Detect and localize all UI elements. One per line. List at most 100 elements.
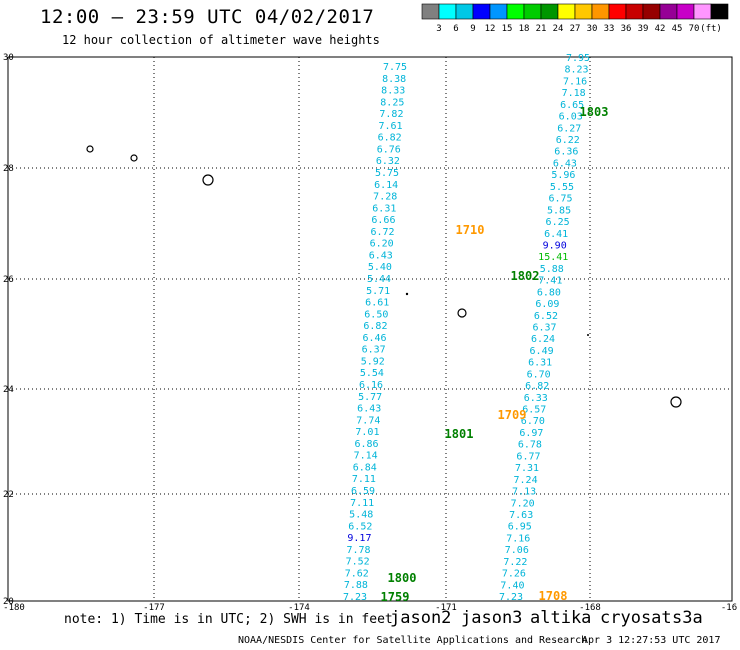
island-dot <box>587 334 589 336</box>
track-a-value: 7.88 <box>344 580 368 591</box>
colorbar-swatch <box>438 3 457 20</box>
track-a-value: 6.20 <box>370 239 394 250</box>
track-a-value: 7.52 <box>346 557 370 568</box>
track-a-value: 6.50 <box>364 309 388 320</box>
track-a-value: 6.59 <box>351 486 375 497</box>
track-b-value: 7.16 <box>563 76 587 87</box>
track-b-value: 5.88 <box>540 264 564 275</box>
track-b-value: 7.41 <box>538 276 562 287</box>
track-a-value: 7.62 <box>345 568 369 579</box>
colorbar-tick-label: 30 <box>587 24 598 34</box>
track-a-value: 6.14 <box>374 180 398 191</box>
pass-time-label: 1800 <box>388 571 417 585</box>
track-a-value: 5.75 <box>375 168 399 179</box>
colorbar-swatch <box>625 3 644 20</box>
page-title: 12:00 — 23:59 UTC 04/02/2017 <box>40 6 375 28</box>
track-a-value: 7.74 <box>356 415 380 426</box>
track-b-value: 7.23 <box>499 592 523 603</box>
latitude-label: 20 <box>3 597 14 607</box>
legend-cryosat: cryosat <box>600 608 672 628</box>
colorbar-tick-label: 12 <box>485 24 496 34</box>
colorbar-tick-label: 36 <box>621 24 632 34</box>
track-b-value: 6.97 <box>519 428 543 439</box>
colorbar-tick-label: 24 <box>553 24 564 34</box>
colorbar-swatch <box>642 3 661 20</box>
track-a-value: 6.82 <box>378 133 402 144</box>
track-b-value: 6.31 <box>528 358 552 369</box>
colorbar-tick-label: 21 <box>536 24 547 34</box>
track-a-value: 6.52 <box>348 521 372 532</box>
island-dot <box>405 292 409 296</box>
track-b-value: 6.24 <box>531 334 555 345</box>
legend-jason3: jason3 <box>461 608 523 628</box>
colorbar-tick-label: 18 <box>519 24 530 34</box>
track-b-value: 6.36 <box>554 147 578 158</box>
track-a-value: 6.37 <box>362 345 386 356</box>
longitude-label: -174 <box>288 603 310 613</box>
credit-line: NOAA/NESDIS Center for Satellite Applica… <box>238 635 588 646</box>
track-b-value: 6.52 <box>534 311 558 322</box>
track-b-value: 7.95 <box>566 53 590 64</box>
track-b-value: 6.75 <box>548 194 572 205</box>
colorbar-swatch <box>506 3 525 20</box>
track-a-value: 7.23 <box>343 592 367 603</box>
track-a-value: 8.33 <box>381 86 405 97</box>
track-b-value: 6.37 <box>532 323 556 334</box>
track-a-value: 7.14 <box>354 451 378 462</box>
track-b-value: 6.41 <box>544 229 568 240</box>
colorbar-tick-label: (ft) <box>700 24 722 34</box>
track-b-value: 6.70 <box>527 369 551 380</box>
track-a-value: 8.38 <box>382 74 406 85</box>
colorbar-tick-label: 9 <box>470 24 475 34</box>
track-a-value: 6.43 <box>357 404 381 415</box>
colorbar-tick-label: 70 <box>689 24 700 34</box>
colorbar-swatch <box>472 3 491 20</box>
track-b-value: 6.57 <box>522 405 546 416</box>
track-b-value: 15.41 <box>538 252 568 263</box>
track-b-value: 5.55 <box>550 182 574 193</box>
colorbar-tick-label: 15 <box>502 24 513 34</box>
colorbar-swatch <box>489 3 508 20</box>
track-b-value: 7.26 <box>502 569 526 580</box>
track-b-value: 7.20 <box>511 498 535 509</box>
track-a-value: 6.32 <box>376 156 400 167</box>
footer-note: note: 1) Time is in UTC; 2) SWH is in fe… <box>64 612 393 627</box>
track-a-value: 5.44 <box>367 274 391 285</box>
legend-jason2: jason2 <box>390 608 452 628</box>
colorbar-swatch <box>523 3 542 20</box>
pass-time-label: 1708 <box>539 589 568 603</box>
track-b-value: 6.82 <box>525 381 549 392</box>
track-a-value: 6.82 <box>363 321 387 332</box>
legend-altika: altika <box>530 608 592 628</box>
colorbar-swatch <box>421 3 440 20</box>
colorbar-swatch <box>693 3 712 20</box>
timestamp: Apr 3 12:27:53 UTC 2017 <box>582 635 721 646</box>
track-b-value: 6.70 <box>521 416 545 427</box>
track-b-value: 7.13 <box>512 487 536 498</box>
track-b-value: 6.49 <box>530 346 554 357</box>
pass-time-label: 1801 <box>445 427 474 441</box>
colorbar-tick-label: 33 <box>604 24 615 34</box>
track-b-value: 9.90 <box>543 240 567 251</box>
pass-time-label: 1802 <box>511 269 540 283</box>
colorbar-tick-label: 6 <box>453 24 458 34</box>
track-a-value: 7.01 <box>355 427 379 438</box>
map-frame <box>7 56 733 602</box>
track-a-value: 8.25 <box>380 97 404 108</box>
colorbar-swatch <box>455 3 474 20</box>
page-subtitle: 12 hour collection of altimeter wave hei… <box>62 33 380 47</box>
track-a-value: 7.61 <box>379 121 403 132</box>
track-a-value: 6.84 <box>353 462 377 473</box>
track-a-value: 7.75 <box>383 62 407 73</box>
island-outline <box>457 308 467 318</box>
track-b-value: 7.40 <box>500 580 524 591</box>
track-a-value: 5.71 <box>366 286 390 297</box>
colorbar-tick-label: 42 <box>655 24 666 34</box>
track-a-value: 7.28 <box>373 192 397 203</box>
latitude-label: 24 <box>3 385 14 395</box>
track-b-value: 7.22 <box>503 557 527 568</box>
track-a-value: 6.86 <box>355 439 379 450</box>
pass-time-label: 1803 <box>580 105 609 119</box>
colorbar-tick-label: 27 <box>570 24 581 34</box>
